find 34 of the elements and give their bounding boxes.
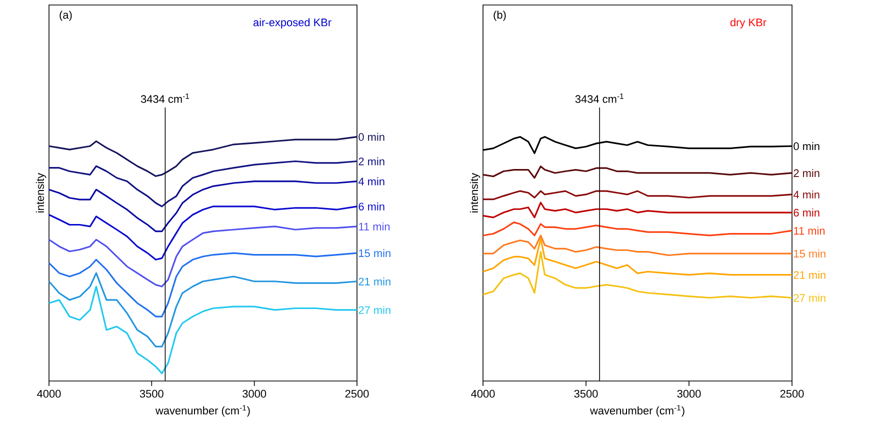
series-label: 6 min <box>794 208 820 217</box>
series-label: 21 min <box>794 270 826 279</box>
series-label: 15 min <box>794 250 826 258</box>
ref-line-label: 3434 cm$^{-1}$ <box>575 94 624 103</box>
x-axis-title: wavenumber (cm$^{-1}$) <box>155 405 250 417</box>
series-label: 4 min <box>358 177 384 186</box>
series-label: 27 min <box>358 306 390 314</box>
x-tick-label: 4000 <box>471 390 495 398</box>
y-axis-title: intensity <box>470 172 480 212</box>
x-tick-label: 2500 <box>780 390 804 398</box>
series-label: 2 min <box>794 169 820 177</box>
series-label: 21 min <box>358 277 390 286</box>
chart-title: air-exposed KBr <box>253 18 332 28</box>
x-tick-label: 3000 <box>677 390 701 398</box>
series-label: 27 min <box>794 294 826 302</box>
x-tick-label: 4000 <box>37 390 61 398</box>
ref-line-label: 3434 cm$^{-1}$ <box>140 94 190 103</box>
series-label: 0 min <box>794 142 820 150</box>
series-label: 15 min <box>359 249 390 258</box>
text: (a) <box>60 10 72 21</box>
series-label: 11 min <box>359 222 390 230</box>
x-tick-label: 2500 <box>345 390 369 398</box>
x-axis-title: wavenumber (cm$^{-1}$) <box>590 405 684 417</box>
series-label: 4 min <box>793 190 820 198</box>
text: (b) <box>494 10 506 21</box>
x-tick-label: 3500 <box>574 390 598 398</box>
chart-title: dry KBr <box>730 18 766 28</box>
x-tick-label: 3500 <box>140 390 164 398</box>
series-label: 11 min <box>794 226 825 235</box>
series-label: 2 min <box>358 157 384 166</box>
x-tick-label: 3000 <box>242 390 266 398</box>
series-label: 0 min <box>358 132 384 141</box>
series-label: 6 min <box>358 202 384 210</box>
y-axis-title: intensity <box>36 172 46 212</box>
